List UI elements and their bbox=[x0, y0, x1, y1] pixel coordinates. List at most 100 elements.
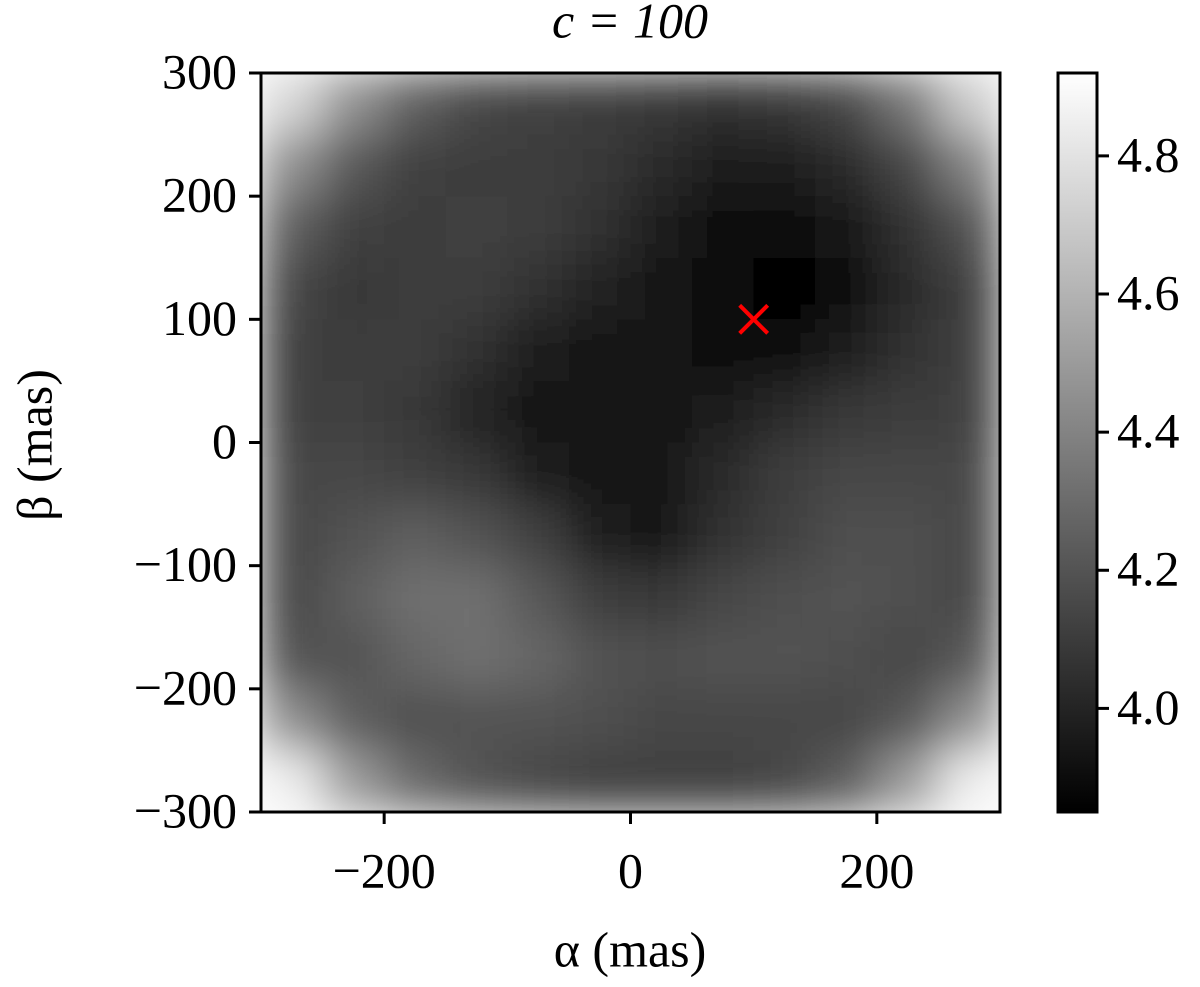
heatmap-cell bbox=[876, 504, 940, 567]
heatmap-cell bbox=[630, 627, 693, 690]
y-tick-label: 100 bbox=[162, 290, 237, 346]
heatmap-cell bbox=[815, 442, 878, 505]
heatmap-cell bbox=[753, 750, 816, 812]
heatmap-cell bbox=[815, 380, 878, 444]
heatmap-cell bbox=[692, 627, 755, 690]
heatmap-cell bbox=[630, 688, 693, 752]
heatmap-cell bbox=[692, 380, 755, 444]
heatmap-cell bbox=[753, 442, 816, 505]
heatmap-cell bbox=[692, 442, 755, 505]
heatmap-cell bbox=[815, 565, 878, 628]
x-tick-label: 0 bbox=[618, 842, 643, 898]
heatmap-cell bbox=[568, 442, 632, 505]
heatmap-cell bbox=[938, 750, 1000, 812]
heatmap-cell bbox=[876, 319, 940, 382]
heatmap-cell bbox=[876, 627, 940, 690]
heatmap-cell bbox=[507, 565, 570, 628]
heatmap-cell bbox=[445, 319, 508, 382]
heatmap-cell bbox=[692, 196, 755, 259]
heatmap-cell bbox=[630, 750, 693, 812]
heatmap-cell bbox=[384, 380, 447, 444]
colorbar-tick-label: 4.8 bbox=[1117, 126, 1180, 182]
heatmap-cell bbox=[445, 442, 508, 505]
heatmap-cell bbox=[507, 442, 570, 505]
heatmap-cell bbox=[507, 627, 570, 690]
heatmap-cell bbox=[261, 750, 324, 812]
heatmap-cell bbox=[507, 380, 570, 444]
heatmap-cell bbox=[322, 319, 385, 382]
heatmap-cell bbox=[938, 257, 1000, 320]
heatmap-cell bbox=[384, 627, 447, 690]
heatmap-cells bbox=[261, 73, 1000, 812]
heatmap-cell bbox=[753, 380, 816, 444]
heatmap-cell bbox=[938, 196, 1000, 259]
heatmap-cell bbox=[261, 134, 324, 197]
heatmap-cell bbox=[938, 688, 1000, 752]
heatmap-cell bbox=[876, 380, 940, 444]
heatmap-cell bbox=[507, 750, 570, 812]
heatmap-cell bbox=[261, 73, 324, 136]
heatmap-cell bbox=[876, 73, 940, 136]
heatmap-cell bbox=[876, 134, 940, 197]
heatmap-cell bbox=[568, 380, 632, 444]
heatmap-cell bbox=[507, 134, 570, 197]
heatmap-cell bbox=[507, 73, 570, 136]
y-tick-label: −100 bbox=[134, 536, 237, 592]
heatmap-cell bbox=[322, 380, 385, 444]
heatmap-cell bbox=[445, 750, 508, 812]
heatmap-cell bbox=[568, 565, 632, 628]
heatmap-cell bbox=[384, 257, 447, 320]
heatmap-cell bbox=[692, 504, 755, 567]
heatmap-cell bbox=[568, 134, 632, 197]
heatmap-cell bbox=[445, 627, 508, 690]
x-axis-label: α (mas) bbox=[554, 921, 707, 977]
heatmap-cell bbox=[261, 504, 324, 567]
colorbar bbox=[1058, 73, 1097, 812]
heatmap-cell bbox=[507, 504, 570, 567]
heatmap-cell bbox=[384, 688, 447, 752]
heatmap-cell bbox=[445, 688, 508, 752]
heatmap-cell bbox=[630, 257, 693, 320]
heatmap-cell bbox=[815, 504, 878, 567]
x-tick-label: 200 bbox=[839, 842, 914, 898]
heatmap-cell bbox=[507, 196, 570, 259]
heatmap-cell bbox=[630, 319, 693, 382]
heatmap-cell bbox=[876, 442, 940, 505]
heatmap-cell bbox=[938, 565, 1000, 628]
heatmap-cell bbox=[938, 504, 1000, 567]
heatmap-cell bbox=[876, 565, 940, 628]
heatmap-cell bbox=[322, 504, 385, 567]
heatmap-cell bbox=[384, 196, 447, 259]
heatmap-cell bbox=[261, 688, 324, 752]
y-tick-label: −300 bbox=[134, 782, 237, 838]
heatmap-cell bbox=[568, 257, 632, 320]
heatmap-cell bbox=[938, 73, 1000, 136]
heatmap-cell bbox=[938, 319, 1000, 382]
heatmap-cell bbox=[322, 688, 385, 752]
heatmap-cell bbox=[630, 196, 693, 259]
colorbar-frame bbox=[1056, 71, 1099, 814]
heatmap-cell bbox=[445, 73, 508, 136]
heatmap-cell bbox=[568, 73, 632, 136]
heatmap-cell bbox=[692, 565, 755, 628]
y-axis-label: β (mas) bbox=[6, 369, 62, 521]
heatmap-cell bbox=[938, 442, 1000, 505]
heatmap-cell bbox=[630, 565, 693, 628]
heatmap-cell bbox=[322, 73, 385, 136]
heatmap-cell bbox=[507, 319, 570, 382]
heatmap-cell bbox=[815, 196, 878, 259]
heatmap-cell bbox=[815, 750, 878, 812]
colorbar-tick-label: 4.2 bbox=[1117, 541, 1180, 597]
heatmap-cell bbox=[507, 257, 570, 320]
heatmap-cell bbox=[384, 73, 447, 136]
heatmap-cell bbox=[938, 627, 1000, 690]
heatmap-cell bbox=[630, 380, 693, 444]
heatmap-cell bbox=[753, 688, 816, 752]
heatmap-cell bbox=[322, 442, 385, 505]
heatmap-cell bbox=[815, 73, 878, 136]
heatmap-cell bbox=[322, 257, 385, 320]
heatmap-cell bbox=[938, 134, 1000, 197]
colorbar-tick-label: 4.6 bbox=[1117, 264, 1180, 320]
heatmap-cell bbox=[384, 504, 447, 567]
